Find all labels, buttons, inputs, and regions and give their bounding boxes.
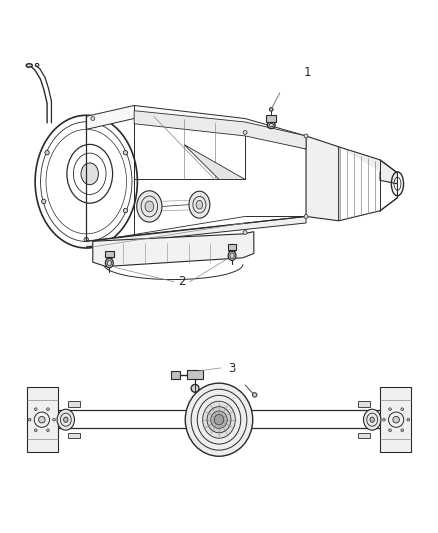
Ellipse shape (28, 418, 31, 421)
Ellipse shape (35, 408, 37, 410)
Ellipse shape (185, 383, 253, 456)
Ellipse shape (123, 150, 127, 155)
Ellipse shape (370, 417, 374, 422)
Ellipse shape (189, 191, 210, 218)
Ellipse shape (64, 417, 68, 422)
Polygon shape (184, 144, 245, 180)
Bar (358, 401, 371, 407)
Text: 3: 3 (228, 362, 235, 375)
Polygon shape (339, 147, 397, 184)
Bar (266, 115, 276, 122)
Ellipse shape (304, 134, 308, 138)
Ellipse shape (407, 418, 410, 421)
Ellipse shape (123, 208, 127, 213)
Ellipse shape (53, 418, 55, 421)
Bar (105, 251, 114, 257)
Ellipse shape (35, 429, 37, 432)
Bar (67, 433, 80, 438)
Polygon shape (86, 106, 306, 149)
Ellipse shape (26, 63, 32, 67)
Bar (380, 387, 411, 453)
Bar (358, 433, 371, 438)
Ellipse shape (383, 418, 385, 421)
Ellipse shape (393, 416, 399, 423)
Ellipse shape (269, 108, 273, 111)
Ellipse shape (145, 201, 154, 212)
Ellipse shape (304, 214, 308, 219)
Ellipse shape (196, 200, 203, 209)
Ellipse shape (39, 416, 45, 423)
Ellipse shape (253, 393, 257, 397)
Ellipse shape (364, 409, 381, 430)
Bar (171, 371, 180, 379)
Ellipse shape (401, 429, 403, 432)
Ellipse shape (207, 407, 231, 433)
Bar (67, 401, 80, 407)
Ellipse shape (389, 408, 391, 410)
Bar (187, 370, 203, 379)
Ellipse shape (91, 117, 95, 120)
Ellipse shape (137, 191, 162, 222)
Polygon shape (93, 232, 254, 266)
Ellipse shape (211, 411, 227, 429)
Bar (228, 244, 237, 250)
Ellipse shape (92, 123, 96, 127)
Ellipse shape (191, 384, 199, 392)
Ellipse shape (401, 408, 403, 410)
Ellipse shape (106, 258, 113, 268)
Ellipse shape (228, 251, 236, 261)
Ellipse shape (203, 401, 235, 438)
Ellipse shape (45, 150, 49, 155)
Polygon shape (306, 136, 339, 221)
Ellipse shape (243, 231, 247, 235)
Ellipse shape (81, 163, 99, 184)
Ellipse shape (243, 131, 247, 134)
Ellipse shape (47, 429, 49, 432)
Ellipse shape (42, 199, 46, 204)
Polygon shape (86, 216, 306, 247)
Bar (27, 387, 58, 453)
Text: 1: 1 (304, 66, 311, 79)
Ellipse shape (389, 429, 391, 432)
Ellipse shape (84, 237, 88, 241)
Text: 2: 2 (178, 275, 186, 288)
Ellipse shape (57, 409, 74, 430)
Ellipse shape (267, 122, 275, 128)
Ellipse shape (214, 415, 224, 425)
Ellipse shape (47, 408, 49, 410)
Polygon shape (134, 111, 306, 149)
